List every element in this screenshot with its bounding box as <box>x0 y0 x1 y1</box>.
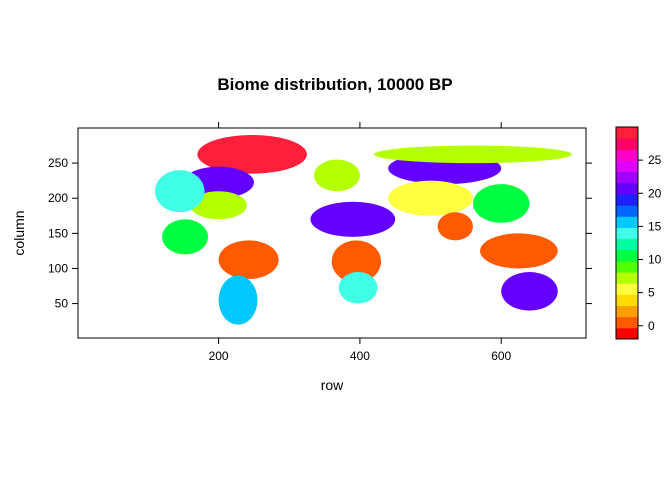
colorbar-swatch <box>616 260 638 273</box>
y-tick-label: 50 <box>55 297 69 311</box>
colorbar-swatch <box>616 149 638 161</box>
x-tick-label: 400 <box>350 349 370 363</box>
region-central-america <box>162 219 209 255</box>
region-greenland <box>197 135 307 174</box>
y-tick-label: 200 <box>48 191 68 205</box>
region-south-asia <box>437 212 473 241</box>
region-amazon <box>218 240 279 280</box>
region-sahara <box>310 201 396 237</box>
region-central-africa <box>331 240 382 283</box>
colorbar: 0 5 10 15 20 25 <box>615 126 662 340</box>
colorbar-swatch <box>616 227 638 240</box>
y-tick-label: 250 <box>48 156 68 170</box>
colorbar-tick-label: 5 <box>648 286 655 300</box>
colorbar-tick-label: 15 <box>648 219 662 233</box>
colorbar-swatch <box>616 283 638 295</box>
colorbar-swatch <box>616 316 638 329</box>
y-tick-label: 100 <box>48 261 68 275</box>
region-china <box>472 184 530 223</box>
colorbar-tick-label: 25 <box>648 153 662 167</box>
region-north-america-east <box>190 191 247 220</box>
y-axis: 50 100 150 200 250 <box>48 156 592 311</box>
colorbar-swatch <box>616 182 638 195</box>
region-arctic-asia <box>374 145 572 164</box>
colorbar-swatch <box>616 272 638 284</box>
colorbar-swatch <box>616 249 638 262</box>
x-tick-label: 600 <box>491 349 511 363</box>
region-australia <box>501 271 558 311</box>
colorbar-swatch <box>616 138 638 150</box>
colorbar-frame <box>615 126 639 340</box>
y-axis-label: column <box>11 210 27 255</box>
x-axis-label: row <box>321 377 344 393</box>
region-southern-africa <box>338 271 378 304</box>
x-tick-label: 200 <box>209 349 229 363</box>
region-central-asia <box>388 180 473 216</box>
y-tick-label: 150 <box>48 226 68 240</box>
colorbar-swatch <box>616 327 638 340</box>
colorbar-swatch <box>616 238 638 251</box>
region-south-america-south <box>218 275 258 325</box>
colorbar-swatch <box>616 193 638 206</box>
colorbar-tick-label: 0 <box>648 319 655 333</box>
colorbar-swatch <box>616 305 638 318</box>
x-axis: 200 400 600 <box>209 122 512 363</box>
colorbar-swatch <box>616 216 638 228</box>
colorbar-swatch <box>616 160 638 173</box>
region-north-america-west <box>155 170 205 213</box>
colorbar-tick-label: 20 <box>648 186 662 200</box>
colorbar-tick-label: 10 <box>648 253 662 267</box>
colorbar-swatch <box>616 171 638 184</box>
colorbar-swatch <box>616 294 638 307</box>
colorbar-swatch <box>616 205 638 217</box>
region-europe <box>313 159 360 192</box>
region-southeast-asia <box>480 233 558 269</box>
map-raster <box>155 135 572 325</box>
chart-title: Biome distribution, 10000 BP <box>217 75 452 94</box>
colorbar-swatch <box>616 127 638 139</box>
